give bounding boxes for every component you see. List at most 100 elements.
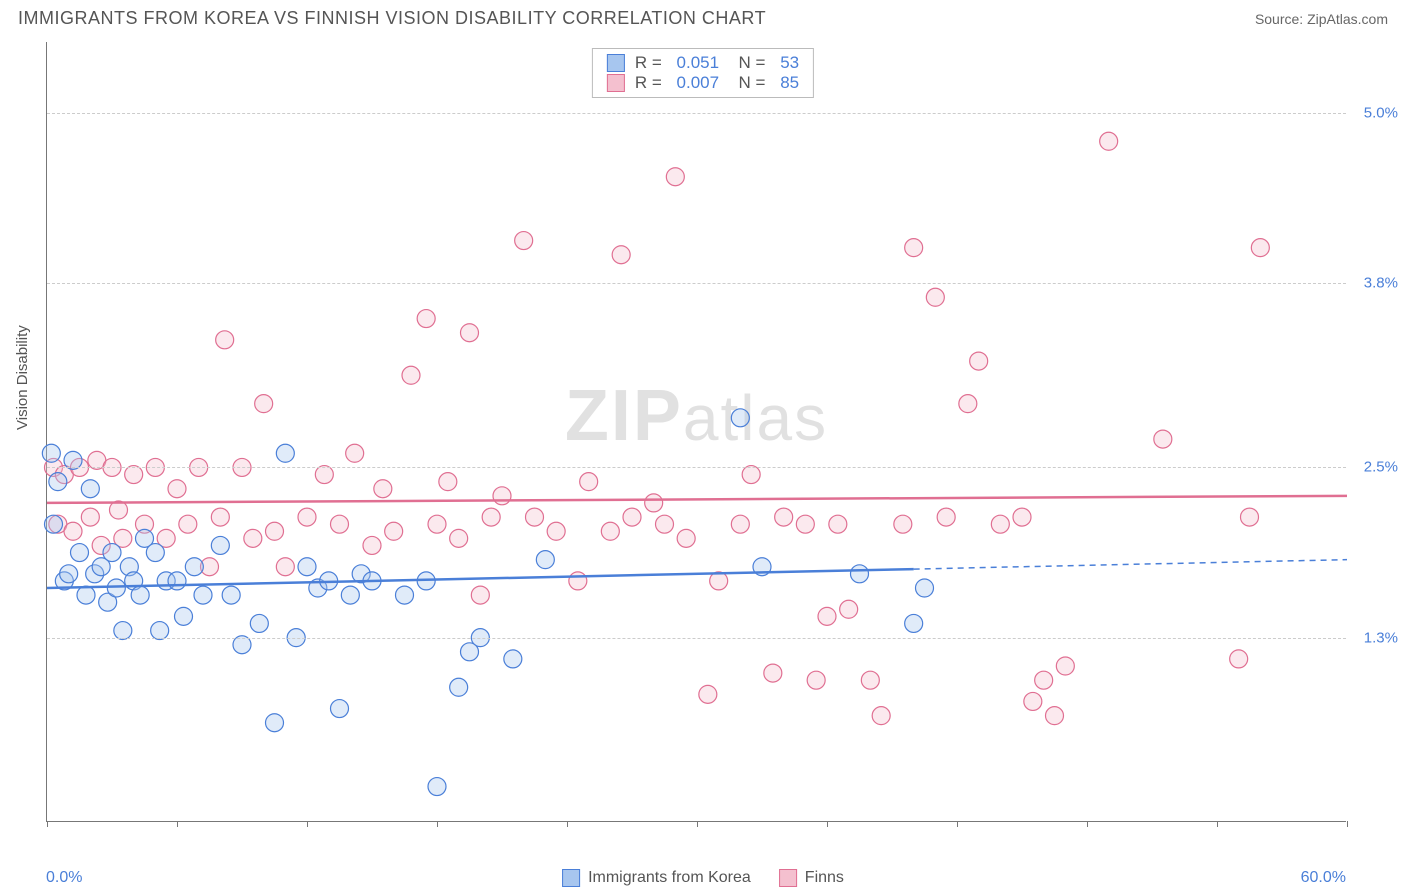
data-point — [211, 508, 229, 526]
data-point — [569, 572, 587, 590]
x-tick — [437, 821, 438, 827]
data-point — [146, 544, 164, 562]
data-point — [450, 529, 468, 547]
data-point — [81, 480, 99, 498]
data-point — [526, 508, 544, 526]
legend-swatch — [562, 869, 580, 887]
x-tick — [1217, 821, 1218, 827]
data-point — [402, 366, 420, 384]
data-point — [211, 536, 229, 554]
gridline — [47, 467, 1346, 468]
data-point — [894, 515, 912, 533]
data-point — [1035, 671, 1053, 689]
correlation-legend: R = 0.051 N = 53R = 0.007 N = 85 — [592, 48, 814, 98]
data-point — [49, 473, 67, 491]
series-legend: Immigrants from KoreaFinns — [562, 869, 844, 887]
data-point — [775, 508, 793, 526]
source-attribution: Source: ZipAtlas.com — [1255, 11, 1388, 27]
data-point — [1154, 430, 1172, 448]
data-point — [168, 480, 186, 498]
data-point — [764, 664, 782, 682]
data-point — [331, 700, 349, 718]
x-tick — [1087, 821, 1088, 827]
data-point — [266, 714, 284, 732]
data-point — [645, 494, 663, 512]
x-tick — [307, 821, 308, 827]
data-point — [346, 444, 364, 462]
legend-swatch — [607, 54, 625, 72]
data-point — [829, 515, 847, 533]
x-tick — [827, 821, 828, 827]
data-point — [216, 331, 234, 349]
data-point — [1100, 132, 1118, 150]
data-point — [677, 529, 695, 547]
data-point — [471, 586, 489, 604]
data-point — [103, 544, 121, 562]
data-point — [45, 515, 63, 533]
data-point — [331, 515, 349, 533]
data-point — [851, 565, 869, 583]
x-tick — [697, 821, 698, 827]
data-point — [1046, 707, 1064, 725]
legend-item: Finns — [779, 869, 844, 887]
x-tick — [1347, 821, 1348, 827]
data-point — [515, 232, 533, 250]
x-tick — [567, 821, 568, 827]
correlation-row: R = 0.007 N = 85 — [607, 73, 799, 93]
data-point — [417, 310, 435, 328]
data-point — [396, 586, 414, 604]
data-point — [71, 544, 89, 562]
data-point — [428, 515, 446, 533]
data-point — [807, 671, 825, 689]
data-point — [580, 473, 598, 491]
trend-line — [47, 496, 1347, 503]
data-point — [504, 650, 522, 668]
data-point — [1056, 657, 1074, 675]
data-point — [107, 579, 125, 597]
data-point — [168, 572, 186, 590]
x-axis-max-label: 60.0% — [1301, 869, 1346, 887]
x-tick — [177, 821, 178, 827]
y-tick-label: 3.8% — [1364, 275, 1398, 292]
data-point — [547, 522, 565, 540]
gridline — [47, 283, 1346, 284]
data-point — [840, 600, 858, 618]
data-point — [341, 586, 359, 604]
correlation-row: R = 0.051 N = 53 — [607, 53, 799, 73]
data-point — [77, 586, 95, 604]
y-tick-label: 5.0% — [1364, 104, 1398, 121]
gridline — [47, 113, 1346, 114]
data-point — [959, 395, 977, 413]
data-point — [818, 607, 836, 625]
chart-plot-area: ZIPatlas 1.3%2.5%3.8%5.0% — [46, 42, 1346, 822]
data-point — [905, 614, 923, 632]
legend-swatch — [607, 74, 625, 92]
data-point — [60, 565, 78, 583]
data-point — [363, 536, 381, 554]
data-point — [439, 473, 457, 491]
data-point — [796, 515, 814, 533]
data-point — [991, 515, 1009, 533]
chart-title: IMMIGRANTS FROM KOREA VS FINNISH VISION … — [18, 8, 766, 29]
data-point — [276, 444, 294, 462]
data-point — [861, 671, 879, 689]
data-point — [385, 522, 403, 540]
data-point — [493, 487, 511, 505]
data-point — [179, 515, 197, 533]
data-point — [731, 515, 749, 533]
data-point — [42, 444, 60, 462]
data-point — [601, 522, 619, 540]
data-point — [970, 352, 988, 370]
gridline — [47, 638, 1346, 639]
data-point — [461, 324, 479, 342]
data-point — [536, 551, 554, 569]
y-axis-title: Vision Disability — [14, 325, 31, 430]
trend-line-extrapolated — [914, 560, 1347, 569]
data-point — [276, 558, 294, 576]
data-point — [731, 409, 749, 427]
data-point — [699, 685, 717, 703]
data-point — [175, 607, 193, 625]
data-point — [1024, 692, 1042, 710]
y-tick-label: 1.3% — [1364, 629, 1398, 646]
data-point — [131, 586, 149, 604]
